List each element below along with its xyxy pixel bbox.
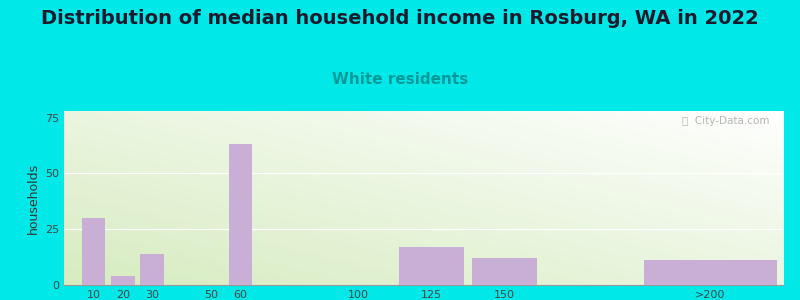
Y-axis label: households: households: [26, 162, 39, 234]
Bar: [141, 254, 164, 285]
Text: ⓘ  City-Data.com: ⓘ City-Data.com: [682, 116, 770, 126]
Text: White residents: White residents: [332, 72, 468, 87]
Bar: [473, 258, 537, 285]
Bar: [82, 218, 105, 285]
Bar: [111, 276, 134, 285]
Bar: [645, 260, 777, 285]
Bar: [399, 247, 464, 285]
Text: Distribution of median household income in Rosburg, WA in 2022: Distribution of median household income …: [41, 9, 759, 28]
Bar: [229, 145, 252, 285]
